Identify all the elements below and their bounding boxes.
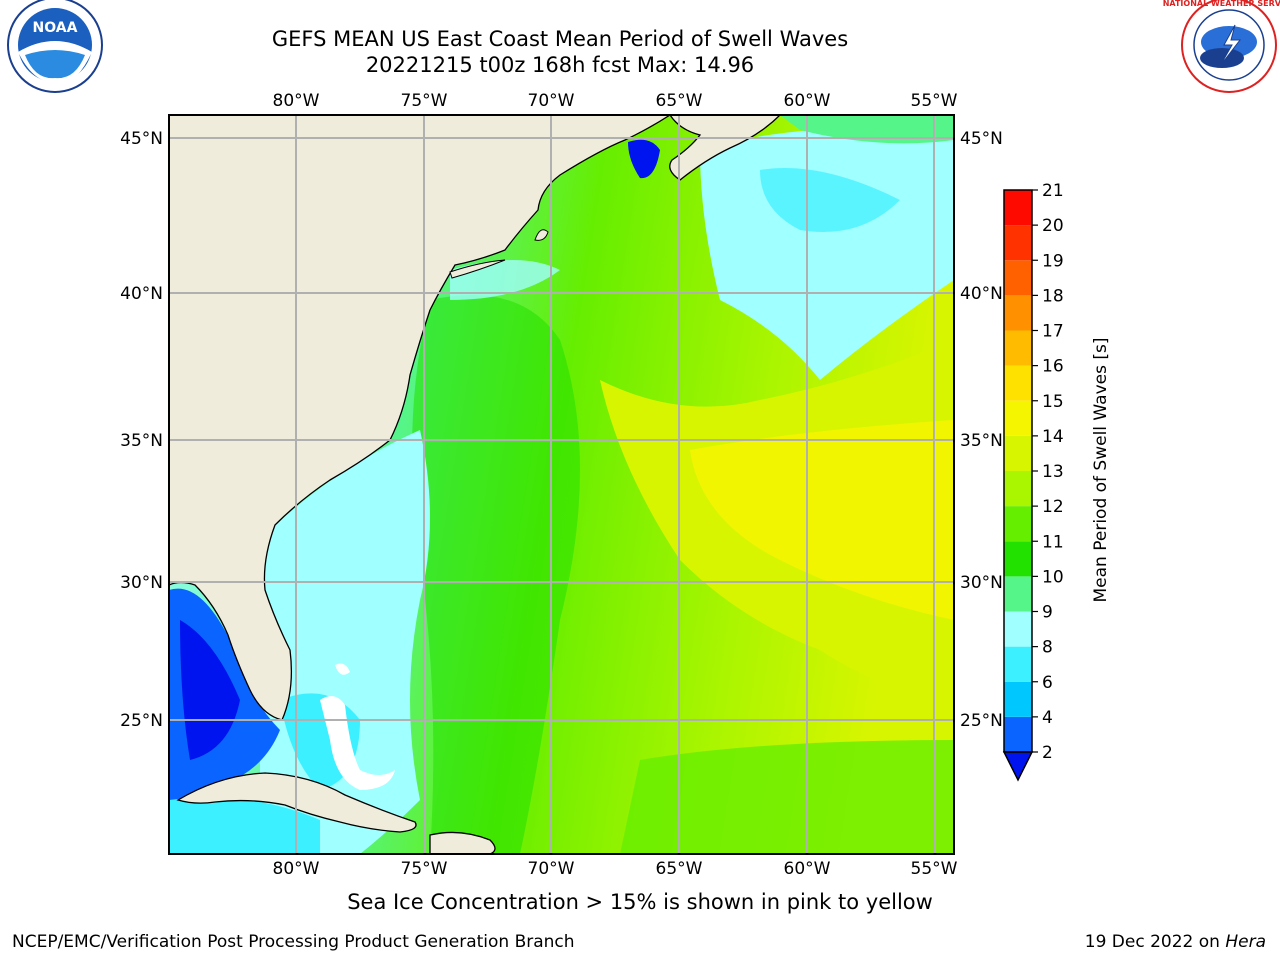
colorbar-segment: [1004, 190, 1032, 226]
lon-tick-bottom: 55°W: [911, 859, 958, 879]
lat-tick-left: 30°N: [120, 573, 163, 593]
date-text: 19 Dec 2022 on: [1084, 932, 1226, 952]
lat-tick-right: 40°N: [960, 284, 1003, 304]
colorbar-tick-label: 10: [1042, 567, 1064, 587]
colorbar-segment: [1004, 681, 1032, 717]
colorbar-tick-label: 6: [1042, 673, 1053, 693]
colorbar-segment: [1004, 295, 1032, 331]
colorbar-segment: [1004, 611, 1032, 647]
colorbar-tick-label: 2: [1042, 743, 1053, 763]
noaa-logo-text: NOAA: [33, 20, 78, 36]
swell-period-field: [169, 115, 954, 854]
colorbar-tick-label: 4: [1042, 708, 1053, 728]
map-subtitle: 20221215 t00z 168h fcst Max: 14.96: [365, 53, 755, 77]
colorbar-tick-label: 13: [1042, 462, 1064, 482]
colorbar-tick-label: 14: [1042, 427, 1064, 447]
lon-tick-top: 70°W: [528, 91, 575, 111]
colorbar-tick-label: 21: [1042, 181, 1064, 201]
lon-tick-bottom: 70°W: [528, 859, 575, 879]
colorbar-tick-label: 18: [1042, 286, 1064, 306]
colorbar-segment: [1004, 541, 1032, 577]
colorbar-segment: [1004, 400, 1032, 436]
nws-logo-text: NATIONAL WEATHER SERVICE: [1163, 0, 1280, 8]
colorbar-segment: [1004, 471, 1032, 507]
lon-tick-top: 80°W: [273, 91, 320, 111]
lon-tick-bottom: 75°W: [401, 859, 448, 879]
colorbar-segment: [1004, 506, 1032, 542]
lat-ticks: 45°N 40°N 35°N 30°N 25°N 45°N 40°N 35°N …: [120, 129, 1003, 731]
colorbar-segment: [1004, 646, 1032, 682]
lon-tick-bottom: 60°W: [784, 859, 831, 879]
colorbar-under-extension: [1002, 751, 1034, 782]
colorbar-tick-label: 16: [1042, 357, 1064, 377]
colorbar-tick-label: 8: [1042, 638, 1053, 658]
noaa-logo: NOAA: [7, 0, 103, 93]
sea-ice-note: Sea Ice Concentration > 15% is shown in …: [347, 890, 933, 914]
colorbar-tick-label: 12: [1042, 497, 1064, 517]
colorbar-segment: [1004, 330, 1032, 366]
nws-logo: NATIONAL WEATHER SERVICE: [1163, 0, 1280, 93]
colorbar-tick-label: 19: [1042, 251, 1064, 271]
lon-tick-bottom: 65°W: [656, 859, 703, 879]
map-frame: [168, 114, 955, 855]
colorbar-segment: [1004, 435, 1032, 471]
colorbar-segment: [1004, 225, 1032, 261]
colorbar-tick-label: 15: [1042, 392, 1064, 412]
producer-credit: NCEP/EMC/Verification Post Processing Pr…: [12, 932, 575, 952]
lon-tick-bottom: 80°W: [273, 859, 320, 879]
map-gridlines: [169, 115, 954, 854]
lat-tick-right: 35°N: [960, 431, 1003, 451]
lat-tick-left: 45°N: [120, 129, 163, 149]
colorbar: 2 4 6 8 9 10 11 12 13 14 15 16 17 18 19 20 21: [1002, 181, 1064, 782]
lon-tick-top: 55°W: [911, 91, 958, 111]
lon-tick-top: 75°W: [401, 91, 448, 111]
colorbar-segment: [1004, 716, 1032, 752]
lat-tick-left: 25°N: [120, 711, 163, 731]
lat-tick-right: 30°N: [960, 573, 1003, 593]
lon-ticks: 80°W 75°W 70°W 65°W 60°W 55°W 80°W 75°W …: [273, 91, 958, 879]
map-title: GEFS MEAN US East Coast Mean Period of S…: [271, 27, 849, 51]
lat-tick-left: 35°N: [120, 431, 163, 451]
colorbar-segment: [1004, 365, 1032, 401]
colorbar-tick-label: 11: [1042, 532, 1064, 552]
lat-tick-left: 40°N: [120, 284, 163, 304]
colorbar-segment: [1004, 260, 1032, 296]
lon-tick-top: 65°W: [656, 91, 703, 111]
colorbar-label: Mean Period of Swell Waves [s]: [1091, 338, 1111, 603]
colorbar-tick-label: 20: [1042, 216, 1064, 236]
lat-tick-right: 45°N: [960, 129, 1003, 149]
colorbar-segment: [1004, 576, 1032, 612]
lat-tick-right: 25°N: [960, 711, 1003, 731]
host-name: Hera: [1225, 932, 1266, 952]
colorbar-tick-label: 9: [1042, 603, 1053, 623]
colorbar-tick-label: 17: [1042, 322, 1064, 342]
generation-date: 19 Dec 2022 on Hera: [1085, 932, 1266, 952]
lon-tick-top: 60°W: [784, 91, 831, 111]
